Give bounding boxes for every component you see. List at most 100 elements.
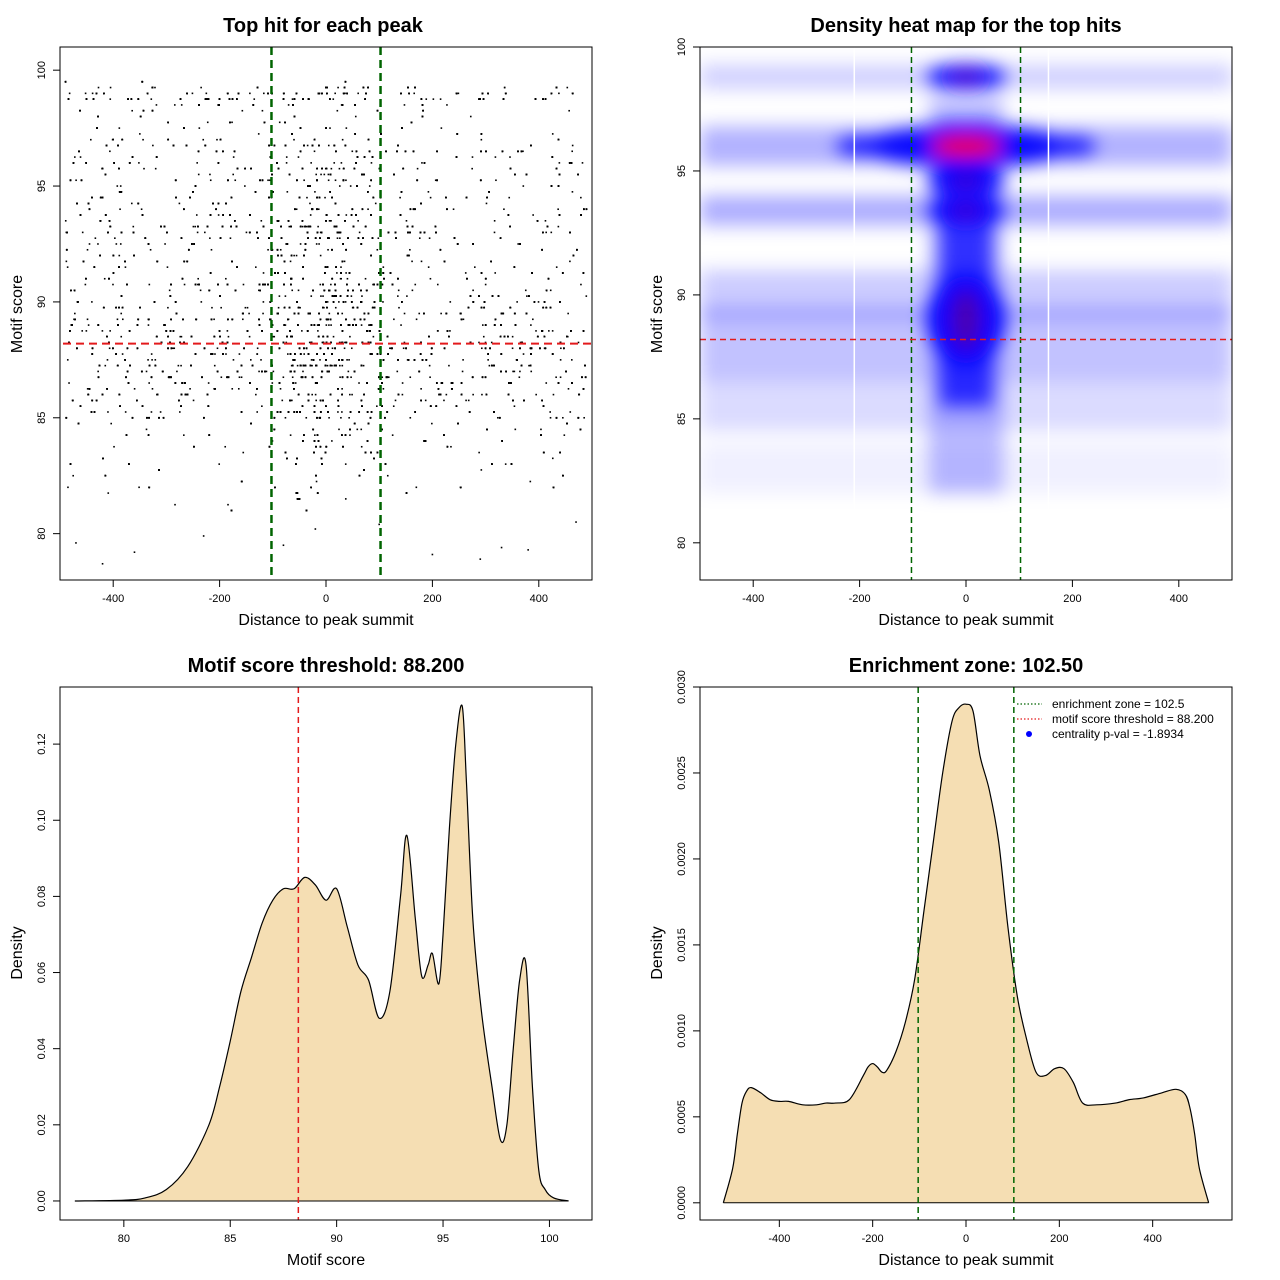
scatter-point [118,127,121,129]
scatter-point [530,324,532,326]
scatter-point [331,440,333,442]
scatter-point [519,341,522,344]
scatter-point [198,127,201,129]
scatter-point [338,301,340,303]
scatter-point [339,376,341,379]
scatter-point [289,260,292,263]
scatter-point [336,237,339,239]
scatter-point [152,144,154,147]
scatter-point [349,335,351,338]
scatter-point [344,498,347,500]
scatter-point [192,225,195,228]
scatter-point [65,260,68,263]
scatter-point [577,341,580,344]
scatter-point [571,359,573,361]
scatter-point [333,162,336,164]
scatter-point [138,486,140,489]
scatter-point [580,196,582,199]
scatter-point [88,243,91,245]
scatter-point [303,353,306,355]
scatter-point [310,359,313,361]
scatter-point [189,388,191,390]
scatter-point [449,301,452,303]
scatter-point [291,376,294,379]
scatter-point [327,144,330,147]
scatter-point [106,359,109,361]
scatter-point [192,399,195,402]
scatter-point [348,359,350,361]
scatter-point [273,335,276,338]
scatter-point [272,335,274,338]
scatter-point [551,133,554,135]
scatter-point [281,399,284,402]
scatter-point [413,92,416,95]
scatter-point [232,173,235,176]
scatter-point [194,225,197,228]
scatter-point [68,382,70,384]
scatter-point [299,243,302,245]
scatter-point [248,312,250,315]
scatter-point [132,225,135,228]
scatter-point [427,191,430,193]
scatter-point [558,92,560,95]
scatter-point [344,301,347,303]
scatter-point [401,393,404,396]
scatter-point [429,277,432,280]
scatter-point [285,156,288,158]
scatter-point [427,266,430,268]
scatter-point [532,318,534,321]
scatter-point [256,353,258,355]
scatter-point [258,370,260,373]
scatter-point [97,243,99,245]
scatter-point [392,405,395,407]
scatter-point [119,185,122,187]
scatter-point [213,364,216,367]
scatter-point [323,173,326,176]
scatter-point [585,295,588,297]
scatter-point [488,364,491,367]
scatter-point [109,330,111,332]
scatter-point [107,411,109,413]
scatter-point [196,162,198,164]
scatter-point [567,312,569,315]
scatter-point [571,144,574,147]
scatter-point [512,370,514,373]
scatter-point [382,301,384,303]
scatter-point [545,231,547,234]
scatter-point [484,283,487,286]
scatter-point [364,277,367,280]
scatter-point [195,214,198,216]
scatter-point [183,283,186,286]
scatter-point [484,341,487,344]
scatter-point [130,202,133,205]
scatter-point [513,370,516,373]
scatter-point [138,162,140,164]
scatter-point [205,92,208,95]
scatter-point [332,335,335,338]
scatter-point [389,347,391,350]
scatter-point [261,109,264,112]
scatter-point [248,335,251,338]
scatter-point [345,179,347,182]
scatter-point [148,382,150,384]
scatter-point [337,411,339,413]
scatter-point [255,266,257,268]
scatter-point [360,445,363,448]
scatter-point [108,347,111,350]
scatter-point [559,376,562,379]
scatter-point [344,463,347,465]
scatter-point [497,416,499,419]
scatter-point [403,104,406,106]
scatter-point [242,283,245,286]
scatter-point [461,370,464,373]
scatter-point [107,492,110,494]
scatter-point [293,254,295,257]
scatter-point [445,393,448,396]
scatter-point [358,382,360,384]
scatter-point [490,341,493,344]
scatter-point [549,289,552,292]
scatter-point [367,208,369,211]
scatter-point [509,156,511,158]
scatter-point [340,162,343,164]
